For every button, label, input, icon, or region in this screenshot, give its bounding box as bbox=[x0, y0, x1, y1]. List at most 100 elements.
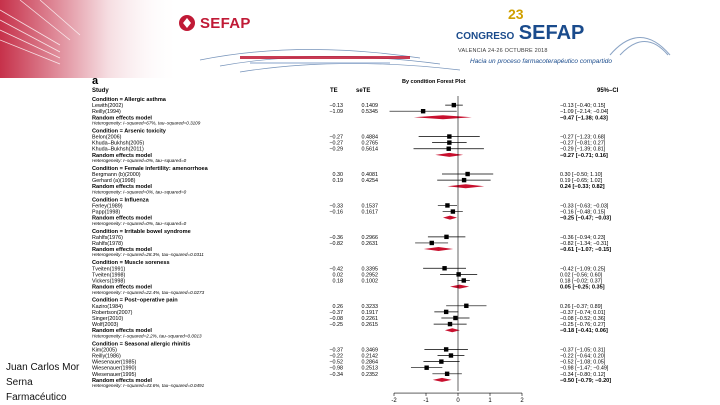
random-effects-label: Random effects model bbox=[92, 378, 152, 384]
study-point bbox=[446, 146, 451, 151]
heterogeneity-note: Heterogeneity: I–squared=67%, tau–square… bbox=[92, 120, 201, 125]
study-ci: −0.08 [−0.52; 0.36] bbox=[560, 316, 606, 322]
study-ci: −0.29 [−1.39; 0.81] bbox=[560, 147, 606, 153]
study-sete: 0.3469 bbox=[362, 347, 379, 353]
random-effects-label: Random effects model bbox=[92, 115, 152, 121]
random-effects-diamond bbox=[450, 284, 470, 289]
sefap-logo: SEFAP bbox=[178, 14, 251, 32]
sefap-logo-text: SEFAP bbox=[200, 14, 251, 32]
study-te: −0.37 bbox=[329, 310, 343, 316]
heterogeneity-note: Heterogeneity: I–squared=43.6%, tau–squa… bbox=[92, 383, 205, 388]
study-te: −1.09 bbox=[329, 109, 343, 115]
heterogeneity-note: Heterogeneity: I–squared=0%, tau–squared… bbox=[92, 221, 187, 226]
study-sete: 0.4081 bbox=[362, 172, 379, 178]
study-name: Gerhard (a)(1998) bbox=[92, 178, 136, 184]
study-name: Tveiten(1991) bbox=[92, 266, 125, 272]
study-name: Reilly(1986) bbox=[92, 354, 121, 360]
heterogeneity-note: Heterogeneity: I–squared=2.2%, tau–squar… bbox=[92, 333, 202, 338]
column-header-study: Study bbox=[92, 88, 109, 94]
x-axis-tick-label: -1 bbox=[423, 398, 429, 404]
study-point bbox=[451, 102, 457, 108]
study-name: Reilly(1994) bbox=[92, 109, 121, 115]
study-name: Lewith(2002) bbox=[92, 103, 123, 109]
random-effects-diamond bbox=[447, 184, 485, 189]
study-sete: 0.2352 bbox=[362, 372, 379, 378]
column-header-te: TE bbox=[330, 88, 338, 94]
study-ci: 0.26 [−0.37; 0.89] bbox=[560, 304, 603, 310]
study-te: 0.26 bbox=[333, 304, 344, 310]
study-sete: 0.5345 bbox=[362, 109, 379, 115]
condition-heading: Condition = Influenza bbox=[92, 197, 150, 203]
study-te: 0.18 bbox=[333, 278, 344, 284]
heterogeneity-note: Heterogeneity: I–squared=28.3%, tau–squa… bbox=[92, 252, 204, 257]
study-sete: 0.2615 bbox=[362, 322, 379, 328]
study-name: Rahlfs(1976) bbox=[92, 235, 123, 241]
random-effects-label: Random effects model bbox=[92, 216, 152, 222]
panel-label: a bbox=[92, 78, 99, 87]
study-point bbox=[461, 177, 467, 183]
header-banner: SEFAP 23 CONGRESO SEFAP VALENCIA 24-26 O… bbox=[0, 0, 720, 78]
study-point bbox=[447, 321, 453, 327]
study-point bbox=[464, 303, 469, 308]
study-sete: 0.2261 bbox=[362, 316, 379, 322]
study-name: Robertson(2007) bbox=[92, 310, 133, 316]
study-ci: −0.27 [−1.23; 0.68] bbox=[560, 135, 606, 141]
study-point bbox=[447, 134, 452, 139]
congress-name: SEFAP bbox=[518, 22, 585, 44]
column-header-ci: 95%–CI bbox=[597, 88, 619, 94]
condition-heading: Condition = Irritable bowel syndrome bbox=[92, 229, 191, 235]
condition-heading: Condition = Female infertility: amenorrh… bbox=[92, 166, 209, 172]
study-name: Vickers(1998) bbox=[92, 278, 125, 284]
study-te: −0.33 bbox=[329, 203, 343, 209]
random-effects-ci: 0.24 [−0.33; 0.82] bbox=[560, 184, 605, 190]
study-point bbox=[448, 353, 454, 358]
study-point bbox=[461, 278, 466, 283]
random-effects-ci: −0.50 [−0.79; −0.20] bbox=[560, 378, 611, 384]
study-te: −0.82 bbox=[329, 241, 343, 247]
random-effects-ci: −0.47 [−1.38; 0.43] bbox=[560, 115, 608, 121]
random-effects-ci: −0.61 [−1.07; −0.15] bbox=[560, 247, 611, 253]
plot-title: By condition Forest Plot bbox=[402, 79, 466, 85]
study-name: Singer(2010) bbox=[92, 316, 123, 322]
study-ci: 0.19 [−0.65; 1.02] bbox=[560, 178, 603, 184]
study-ci: −0.37 [−0.74; 0.01] bbox=[560, 310, 606, 316]
x-axis-tick-label: 2 bbox=[520, 398, 524, 404]
congress-word: CONGRESO bbox=[456, 31, 515, 42]
study-ci: −0.98 [−1.47; −0.49] bbox=[560, 366, 609, 372]
x-axis-tick-label: 0 bbox=[456, 398, 460, 404]
congress-place-date: VALENCIA 24-26 OCTUBRE 2018 bbox=[458, 48, 548, 54]
study-ci: −0.37 [−1.05; 0.31] bbox=[560, 347, 606, 353]
study-te: −0.27 bbox=[329, 141, 343, 147]
sefap-logo-icon bbox=[178, 14, 196, 32]
condition-heading: Condition = Seasonal allergic rhinitis bbox=[92, 341, 190, 347]
study-te: −0.36 bbox=[329, 235, 343, 241]
study-te: −0.34 bbox=[329, 372, 343, 378]
heterogeneity-note: Heterogeneity: I–squared=22.4%, tau–squa… bbox=[92, 290, 205, 295]
study-te: −0.52 bbox=[329, 360, 343, 366]
study-name: Ferley(1989) bbox=[92, 203, 123, 209]
study-sete: 0.5614 bbox=[362, 147, 379, 153]
study-name: Wiesenauer(1995) bbox=[92, 372, 137, 378]
random-effects-diamond bbox=[413, 115, 472, 120]
study-te: −0.37 bbox=[329, 347, 343, 353]
random-effects-ci: −0.25 [−0.47; −0.03] bbox=[560, 216, 611, 222]
study-point bbox=[445, 203, 450, 208]
random-effects-diamond bbox=[444, 328, 460, 333]
study-sete: 0.1617 bbox=[362, 210, 379, 216]
author-role: Farmacéutico bbox=[6, 392, 67, 403]
study-te: −0.08 bbox=[329, 316, 343, 322]
study-point bbox=[456, 272, 461, 277]
study-point bbox=[439, 359, 444, 364]
study-sete: 0.2513 bbox=[362, 366, 379, 372]
study-ci: −0.33 [−0.63; −0.03] bbox=[560, 203, 609, 209]
congress-number: 23 bbox=[508, 6, 524, 22]
study-point bbox=[447, 140, 452, 145]
study-sete: 0.4884 bbox=[362, 135, 379, 141]
random-effects-label: Random effects model bbox=[92, 247, 152, 253]
study-sete: 0.1537 bbox=[362, 203, 379, 209]
study-name: Tveiten(1998) bbox=[92, 272, 125, 278]
random-effects-label: Random effects model bbox=[92, 184, 152, 190]
study-te: 0.19 bbox=[333, 178, 344, 184]
study-ci: −0.42 [−1.09; 0.25] bbox=[560, 266, 606, 272]
study-sete: 0.2631 bbox=[362, 241, 379, 247]
